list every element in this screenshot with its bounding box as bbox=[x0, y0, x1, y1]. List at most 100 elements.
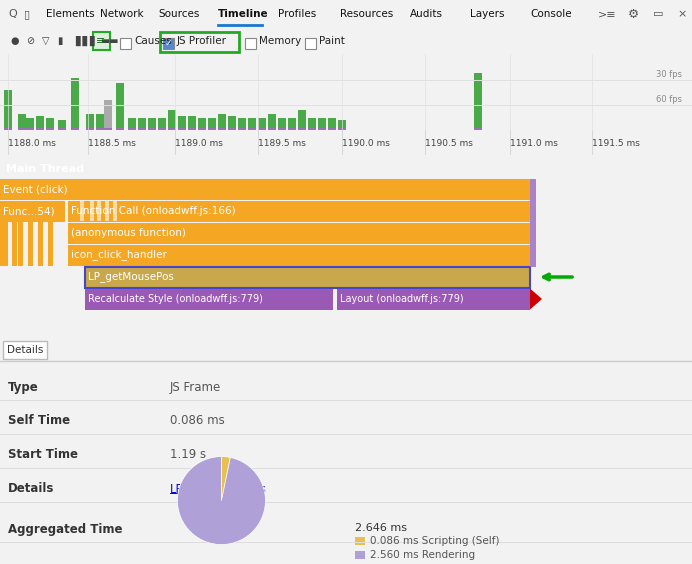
Text: 1190.5 ms: 1190.5 ms bbox=[425, 139, 473, 148]
Bar bbox=[238, 128, 246, 130]
Text: Details: Details bbox=[7, 345, 43, 355]
Text: 1188.5 ms: 1188.5 ms bbox=[88, 139, 136, 148]
Bar bbox=[58, 128, 66, 130]
Text: JS Frame: JS Frame bbox=[170, 381, 221, 394]
Wedge shape bbox=[177, 457, 266, 544]
Bar bbox=[38, 200, 43, 266]
Bar bbox=[138, 128, 146, 130]
Bar bbox=[116, 128, 124, 130]
Text: Q: Q bbox=[8, 9, 17, 19]
Bar bbox=[268, 128, 276, 130]
Text: Causes: Causes bbox=[134, 36, 172, 46]
Bar bbox=[355, 537, 365, 545]
Bar bbox=[46, 128, 54, 130]
Text: 1190.0 ms: 1190.0 ms bbox=[342, 139, 390, 148]
Bar bbox=[116, 83, 124, 128]
Bar bbox=[278, 128, 286, 130]
Text: Network: Network bbox=[100, 9, 144, 19]
Bar bbox=[308, 128, 316, 130]
Bar bbox=[338, 120, 346, 128]
Text: Function Call (onloadwff.js:166): Function Call (onloadwff.js:166) bbox=[71, 206, 235, 216]
Text: 30 fps: 30 fps bbox=[656, 70, 682, 79]
Bar bbox=[18, 128, 26, 130]
Bar bbox=[12, 200, 17, 266]
Bar bbox=[178, 116, 186, 128]
Bar bbox=[68, 200, 530, 222]
Text: Paint: Paint bbox=[319, 36, 345, 46]
Bar bbox=[120, 38, 131, 49]
Text: ✓: ✓ bbox=[165, 38, 172, 47]
Text: Recalculate Style (onloadwff.js:779): Recalculate Style (onloadwff.js:779) bbox=[88, 294, 263, 304]
Bar bbox=[68, 245, 530, 266]
Text: ⚙: ⚙ bbox=[628, 7, 639, 20]
Text: 1189.5 ms: 1189.5 ms bbox=[258, 139, 306, 148]
Text: Audits: Audits bbox=[410, 9, 443, 19]
Bar bbox=[128, 118, 136, 128]
Bar bbox=[258, 118, 266, 128]
Bar bbox=[104, 128, 112, 130]
Bar bbox=[36, 116, 44, 128]
Text: 1.19 s: 1.19 s bbox=[170, 448, 206, 461]
Text: (anonymous function): (anonymous function) bbox=[71, 228, 186, 238]
Bar bbox=[97, 201, 101, 221]
Bar bbox=[168, 128, 176, 130]
Text: 2.560 ms Rendering: 2.560 ms Rendering bbox=[370, 550, 475, 560]
Text: 1191.0 ms: 1191.0 ms bbox=[510, 139, 558, 148]
Polygon shape bbox=[530, 289, 542, 310]
Bar bbox=[474, 73, 482, 128]
Bar bbox=[58, 120, 66, 128]
Text: ▋▋▋: ▋▋▋ bbox=[75, 36, 98, 46]
Bar bbox=[138, 118, 146, 128]
Bar bbox=[355, 551, 365, 559]
Bar bbox=[288, 128, 296, 130]
Text: 0.086 ms Scripting (Self): 0.086 ms Scripting (Self) bbox=[370, 536, 500, 546]
Text: LP_getMousePos: LP_getMousePos bbox=[170, 482, 267, 496]
Text: ▮: ▮ bbox=[57, 36, 62, 46]
Bar bbox=[288, 118, 296, 128]
Bar bbox=[474, 128, 482, 130]
Wedge shape bbox=[221, 457, 230, 501]
Bar bbox=[163, 38, 174, 49]
Bar bbox=[148, 128, 156, 130]
Bar bbox=[278, 118, 286, 128]
Text: JS Profiler: JS Profiler bbox=[177, 36, 227, 46]
Text: Console: Console bbox=[530, 9, 572, 19]
Text: Resources: Resources bbox=[340, 9, 393, 19]
Bar bbox=[318, 128, 326, 130]
Bar bbox=[245, 38, 256, 49]
Bar bbox=[168, 110, 176, 128]
Bar bbox=[85, 267, 530, 288]
Text: >≡: >≡ bbox=[598, 9, 617, 19]
Bar bbox=[298, 110, 306, 128]
Text: icon_click_handler: icon_click_handler bbox=[71, 249, 167, 261]
Bar bbox=[318, 118, 326, 128]
Bar bbox=[188, 128, 196, 130]
Bar bbox=[328, 118, 336, 128]
Bar bbox=[530, 178, 536, 267]
Bar bbox=[308, 118, 316, 128]
Text: Func...54): Func...54) bbox=[3, 206, 55, 216]
Bar bbox=[208, 118, 216, 128]
Text: Event (click): Event (click) bbox=[3, 184, 68, 194]
Bar bbox=[188, 116, 196, 128]
Text: 1191.5 ms: 1191.5 ms bbox=[592, 139, 640, 148]
Bar bbox=[28, 200, 33, 266]
Bar bbox=[0, 200, 65, 222]
Bar bbox=[268, 114, 276, 128]
Bar bbox=[305, 38, 316, 49]
Text: ▽: ▽ bbox=[42, 36, 50, 46]
Bar bbox=[48, 200, 53, 266]
Bar bbox=[128, 128, 136, 130]
Bar bbox=[238, 118, 246, 128]
Bar bbox=[337, 289, 530, 310]
Bar bbox=[0, 178, 530, 200]
Text: ●: ● bbox=[10, 36, 19, 46]
Text: Start Time: Start Time bbox=[8, 448, 78, 461]
Bar bbox=[208, 128, 216, 130]
Text: Elements: Elements bbox=[46, 9, 95, 19]
Bar bbox=[248, 118, 256, 128]
Text: Memory: Memory bbox=[259, 36, 301, 46]
Text: Sources: Sources bbox=[158, 9, 199, 19]
FancyBboxPatch shape bbox=[93, 32, 110, 50]
Bar bbox=[46, 118, 54, 128]
